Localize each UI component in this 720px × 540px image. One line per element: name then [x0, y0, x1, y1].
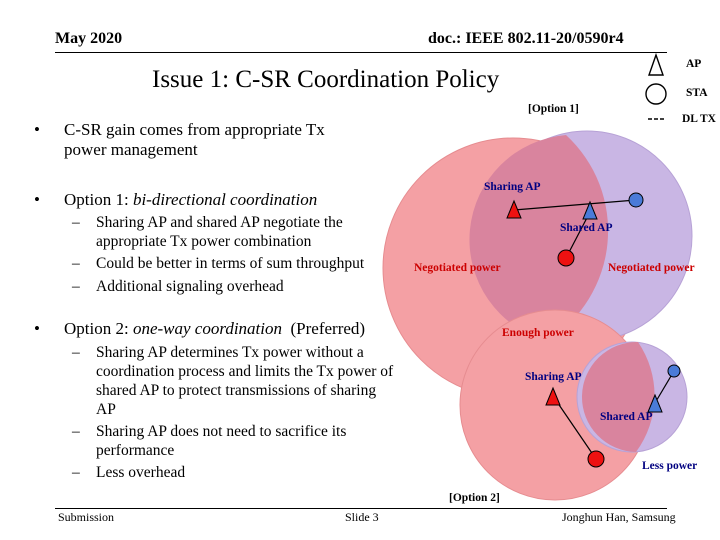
dl-tx-link-sharing	[552, 395, 597, 460]
sub-dash: –	[72, 344, 80, 361]
bullet-marker: •	[34, 120, 40, 139]
footer-author: Jonghun Han, Samsung	[562, 510, 676, 524]
sta-icon	[628, 192, 644, 208]
slide-title: Issue 1: C-SR Coordination Policy	[152, 66, 500, 93]
sharing-ap-icon	[506, 199, 522, 219]
sub-dash: –	[72, 214, 80, 231]
bullet-2-emphasis: bi-directional coordination	[132, 190, 318, 209]
sharing-ap-label: Sharing AP	[525, 371, 582, 383]
shared-ap-label: Shared AP	[560, 222, 613, 234]
bullet-marker: •	[34, 319, 40, 338]
bullet-3-prefix: Option 2:	[64, 319, 133, 338]
sub-dash: –	[72, 464, 80, 481]
option-2-label: [Option 2]	[449, 492, 500, 504]
sub-item-line: Sharing AP and shared AP negotiate the	[96, 214, 343, 231]
header-doc-id: doc.: IEEE 802.11-20/0590r4	[428, 30, 624, 47]
shared-ap-icon	[647, 393, 663, 413]
option-1-label: [Option 1]	[528, 103, 579, 115]
footer-submission: Submission	[58, 510, 115, 524]
sharing-ap-icon	[545, 386, 561, 406]
shared-ap-label: Shared AP	[600, 411, 653, 423]
sta-icon	[587, 450, 605, 468]
sta-icon	[667, 364, 681, 378]
sub-item-line: shared AP to protect transmissions of sh…	[96, 382, 377, 399]
header-rule	[55, 52, 667, 53]
coverage-overlap-1	[469, 135, 609, 341]
sub-item-line: Additional signaling overhead	[96, 278, 284, 295]
sub-item-line: Sharing AP does not need to sacrifice it…	[96, 423, 347, 440]
coverage-overlap-2	[581, 341, 655, 452]
bullet-3-suffix: (Preferred)	[282, 319, 366, 338]
legend-ap-icon	[648, 52, 664, 76]
legend-ap-label: AP	[686, 58, 702, 70]
sub-item-line: Less overhead	[96, 464, 186, 481]
bullet-3-emphasis: one-way coordination	[132, 319, 282, 338]
footer-rule	[55, 508, 667, 509]
sub-item-line: appropriate Tx power combination	[96, 233, 312, 250]
negotiated-power-right: Negotiated power	[608, 262, 695, 274]
bullet-1-line-2: power management	[64, 140, 198, 159]
header-date: May 2020	[55, 30, 123, 47]
less-power-label: Less power	[642, 460, 698, 472]
sub-item-line: Could be better in terms of sum throughp…	[96, 255, 365, 272]
sta-icon	[557, 249, 575, 267]
negotiated-power-left: Negotiated power	[414, 262, 501, 274]
sub-item-line: Sharing AP determines Tx power without a	[96, 344, 364, 361]
bullet-3-heading: Option 2: one-way coordination (Preferre…	[64, 319, 365, 339]
dl-tx-link-shared	[565, 211, 591, 259]
dl-tx-link-sharing	[513, 199, 637, 211]
bullet-2-heading: Option 1: bi-directional coordination	[64, 190, 317, 210]
enough-power-label: Enough power	[502, 327, 574, 339]
sub-dash: –	[72, 278, 80, 295]
sub-item-line: coordination process and limits the Tx p…	[96, 363, 394, 380]
shared-ap-icon	[582, 200, 598, 220]
bullet-1-line-1: C-SR gain comes from appropriate Tx	[64, 120, 325, 139]
bullet-marker: •	[34, 190, 40, 209]
sub-dash: –	[72, 423, 80, 440]
sharing-ap-label: Sharing AP	[484, 181, 541, 193]
footer-slide-number: Slide 3	[345, 510, 379, 524]
bullet-2-prefix: Option 1:	[64, 190, 133, 209]
legend-sta-label: STA	[686, 87, 708, 99]
sub-item-line: AP	[96, 401, 116, 418]
legend-dl-tx-label: DL TX	[682, 113, 716, 125]
sub-dash: –	[72, 255, 80, 272]
sub-item-line: performance	[96, 442, 175, 459]
legend-sta-icon	[645, 83, 667, 105]
